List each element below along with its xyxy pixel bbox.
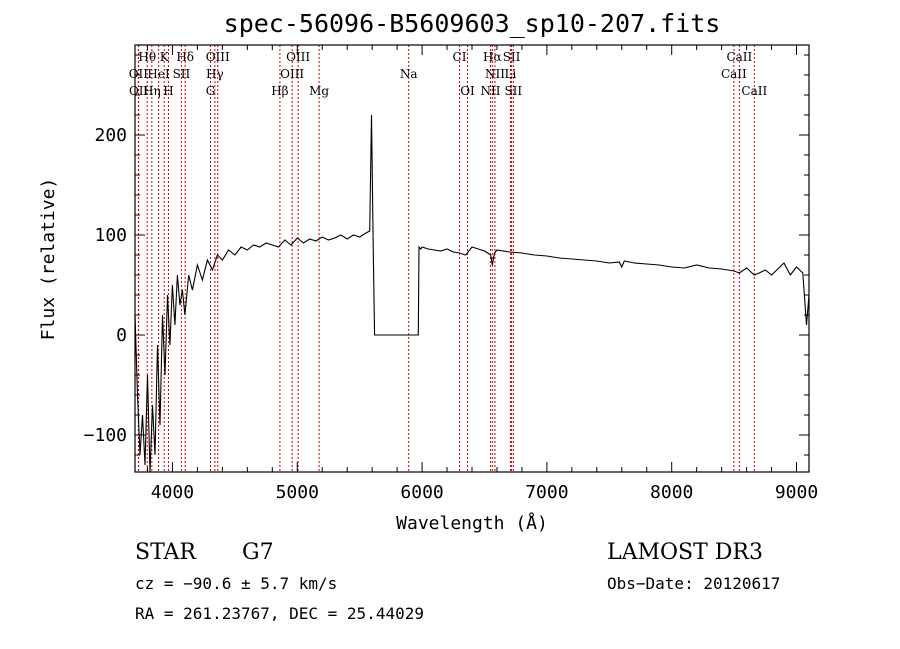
coordinates: RA = 261.23767, DEC = 25.44029 [135,604,424,623]
line-marker-label: Na [400,67,418,81]
y-axis-label: Flux (relative) [38,178,59,341]
y-tick-label: 200 [94,125,127,146]
x-axis: 4000 5000 6000 7000 8000 9000 [146,45,818,503]
line-marker-label: OII [129,67,149,81]
y-tick-label: −100 [84,425,127,446]
line-marker-label: Li [505,67,517,81]
line-marker-label: OIII [286,50,310,64]
x-tick-label: 5000 [276,482,319,503]
plot-frame [134,44,810,473]
line-marker-label: Hδ [176,50,194,64]
line-marker-label: Hβ [271,84,288,98]
line-marker-label: K [160,50,170,64]
survey-name: LAMOST DR3 [607,540,763,565]
line-marker-label: Mg [309,84,329,98]
line-marker-label: SII [503,50,521,64]
observation-date: Obs−Date: 20120617 [607,574,780,593]
spectrum-line [134,114,810,473]
line-marker-label: Hη [143,84,161,98]
line-marker-label: OII [129,84,149,98]
line-marker-label: NII [485,67,505,81]
redshift-velocity: cz = −90.6 ± 5.7 km/s [135,574,337,593]
y-tick-label: 100 [94,225,127,246]
line-marker-label: CI [453,50,467,64]
object-subclass: G7 [242,540,274,565]
line-marker-label: CaII [726,50,752,64]
line-marker-label: SII [504,84,522,98]
line-marker-label: H [163,84,173,98]
line-marker-label: NII [480,84,500,98]
chart-title: spec-56096-B5609603_sp10-207.fits [224,9,721,38]
x-tick-label: 4000 [151,482,194,503]
x-tick-label: 8000 [650,482,693,503]
line-marker-label: CaII [721,67,747,81]
y-axis: −100 0 100 200 [84,54,809,456]
x-tick-label: 9000 [775,482,818,503]
line-marker-label: G [206,84,216,98]
line-marker-label: Hγ [206,67,224,81]
line-marker-label: OI [460,84,475,98]
line-markers [137,45,755,472]
line-marker-label: Hα [483,50,502,64]
y-tick-label: 0 [116,325,127,346]
line-marker-label: HeI [147,67,170,81]
object-class: STAR [135,540,197,565]
x-tick-label: 6000 [400,482,443,503]
x-axis-label: Wavelength (Å) [396,512,548,534]
line-marker-label: Hθ [138,50,156,64]
line-marker-label: CaII [741,84,767,98]
line-marker-label: OIII [280,67,304,81]
x-tick-label: 7000 [525,482,568,503]
line-marker-label: SII [173,67,191,81]
line-marker-label: OIII [206,50,230,64]
